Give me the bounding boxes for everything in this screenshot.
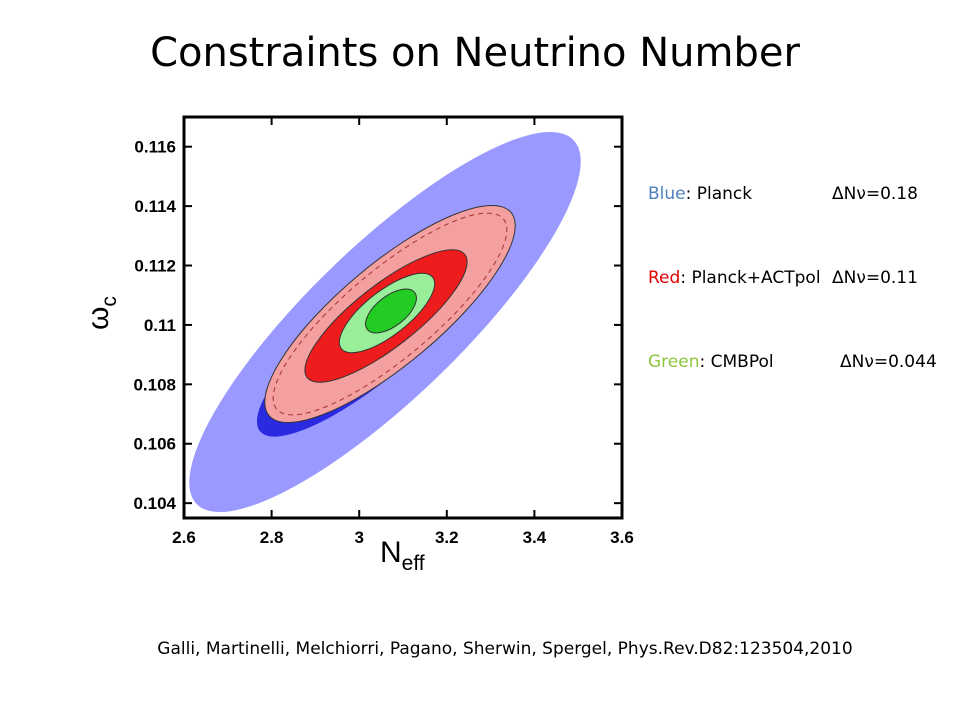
citation: Galli, Martinelli, Melchiorri, Pagano, S… (157, 639, 852, 659)
x-tick-label: 3 (354, 528, 363, 547)
plot-frame (182, 115, 624, 520)
x-tick-label: 2.6 (172, 528, 196, 547)
legend-color-word: Blue (648, 184, 686, 204)
y-tick-label: 0.106 (133, 435, 176, 454)
legend-delta: ΔNν=0.11 (832, 268, 918, 288)
y-tick-label: 0.108 (133, 375, 176, 394)
legend-delta: ΔNν=0.18 (832, 184, 918, 204)
legend-label: : Planck (686, 184, 753, 204)
legend-color-word: Red (648, 268, 680, 288)
y-label-main: ω (82, 307, 115, 330)
y-tick-label: 0.116 (134, 138, 176, 157)
y-axis-label: ωc (82, 296, 121, 330)
contour-dashed (272, 212, 508, 416)
legend-color-word: Green (648, 352, 699, 372)
title: Constraints on Neutrino Number (150, 30, 800, 76)
x-tick-label: 2.8 (260, 528, 284, 547)
x-label-main: N (380, 536, 402, 569)
legend-delta: ΔNν=0.044 (840, 352, 937, 372)
y-tick-label: 0.114 (134, 197, 176, 216)
x-tick-label: 3.4 (523, 528, 547, 547)
contour-green-1sigma (365, 288, 417, 334)
contours (189, 131, 581, 513)
y-tick-label: 0.104 (133, 494, 176, 513)
legend-label: : Planck+ACTpol (680, 268, 820, 288)
legend-entry: Blue: Planck (648, 184, 752, 204)
x-tick-label: 3.2 (435, 528, 459, 547)
x-axis-label: Neff (380, 536, 425, 575)
y-label-sub: c (98, 296, 121, 307)
legend-entry: Red: Planck+ACTpol (648, 268, 821, 288)
x-label-sub: eff (402, 552, 425, 575)
legend-label: : CMBPol (699, 352, 773, 372)
y-tick-label: 0.11 (144, 316, 176, 335)
y-tick-label: 0.112 (134, 257, 176, 276)
legend-entry: Green: CMBPol (648, 352, 774, 372)
x-tick-label: 3.6 (610, 528, 634, 547)
